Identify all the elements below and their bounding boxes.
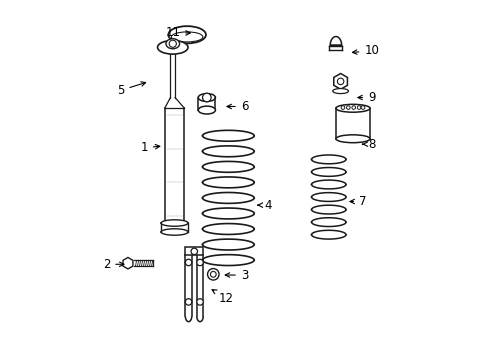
Circle shape (210, 271, 216, 277)
Circle shape (361, 106, 364, 109)
Text: 2: 2 (102, 258, 123, 271)
Circle shape (341, 106, 344, 109)
Circle shape (202, 93, 211, 102)
Ellipse shape (198, 106, 215, 114)
Ellipse shape (161, 229, 187, 235)
Text: 6: 6 (226, 100, 248, 113)
Circle shape (351, 106, 355, 109)
Circle shape (357, 106, 360, 109)
Circle shape (196, 259, 203, 266)
Polygon shape (185, 247, 203, 255)
Ellipse shape (168, 26, 205, 43)
Polygon shape (329, 37, 341, 45)
Circle shape (346, 106, 349, 109)
Text: 3: 3 (225, 269, 248, 282)
Ellipse shape (335, 104, 369, 112)
Circle shape (337, 78, 343, 85)
Text: 8: 8 (362, 138, 375, 150)
Text: 7: 7 (349, 195, 366, 208)
Text: 1: 1 (140, 141, 160, 154)
Ellipse shape (161, 220, 187, 226)
Circle shape (207, 269, 219, 280)
Circle shape (185, 299, 191, 305)
Circle shape (169, 40, 176, 47)
Ellipse shape (157, 41, 187, 54)
Text: 11: 11 (165, 27, 190, 40)
Text: 10: 10 (352, 44, 379, 57)
Circle shape (196, 299, 203, 305)
Text: 12: 12 (212, 290, 234, 305)
Circle shape (191, 248, 197, 255)
Ellipse shape (165, 39, 179, 49)
Circle shape (185, 259, 191, 266)
Ellipse shape (335, 135, 369, 143)
Text: 5: 5 (117, 82, 145, 97)
Polygon shape (122, 257, 133, 269)
Ellipse shape (171, 32, 203, 42)
Ellipse shape (198, 94, 215, 102)
Ellipse shape (332, 89, 348, 94)
Polygon shape (333, 73, 347, 89)
Text: 4: 4 (258, 199, 271, 212)
Text: 9: 9 (357, 91, 375, 104)
